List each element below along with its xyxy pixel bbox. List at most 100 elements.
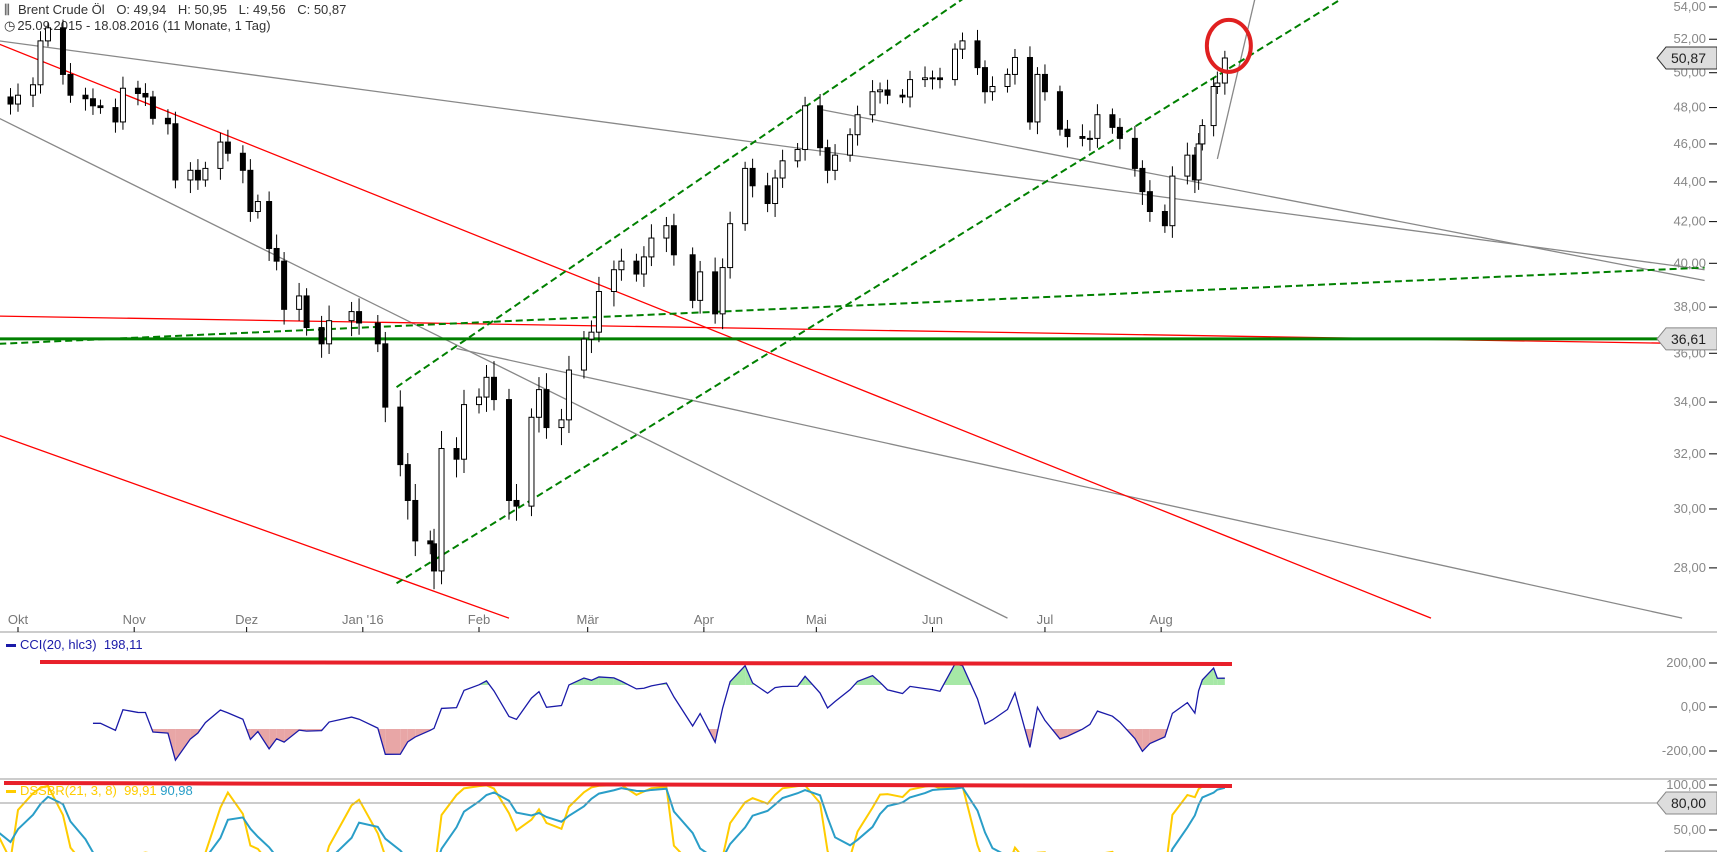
candle-body xyxy=(224,141,231,154)
candle-body xyxy=(202,167,209,181)
candle xyxy=(618,248,625,281)
candle xyxy=(1041,64,1048,101)
candle xyxy=(779,149,786,188)
candle-body xyxy=(67,73,74,96)
candles xyxy=(7,19,1228,590)
candle xyxy=(247,159,254,222)
candle xyxy=(535,377,542,433)
candle xyxy=(412,484,419,557)
candle xyxy=(266,191,273,261)
candle-body xyxy=(217,141,224,169)
candle xyxy=(112,98,119,133)
candle-body xyxy=(1079,136,1086,139)
candle-body xyxy=(318,327,325,345)
candlestick-chart-icon: ⫼ xyxy=(4,2,10,17)
candle-body xyxy=(877,89,884,93)
candle xyxy=(884,79,891,105)
cci-zone-fill xyxy=(400,729,408,755)
dssbr-signal-line xyxy=(0,786,1226,852)
candle-body xyxy=(142,92,149,98)
cci-axis-tick-label: 0,00 xyxy=(1681,699,1706,714)
candle xyxy=(1214,71,1221,94)
candle-body xyxy=(1056,91,1063,130)
candle xyxy=(1026,46,1033,130)
candle xyxy=(802,96,809,161)
candle xyxy=(15,83,21,112)
candle xyxy=(37,31,44,94)
dssbr-value-1: 99,91 xyxy=(124,783,157,798)
candle-body xyxy=(281,260,288,310)
candle-body xyxy=(952,48,958,81)
candle xyxy=(476,388,483,414)
candle-body xyxy=(1109,114,1116,128)
time-axis-label: Mai xyxy=(806,612,827,627)
candle-body xyxy=(273,247,280,262)
candle-body xyxy=(164,117,171,125)
candle-body xyxy=(266,201,273,249)
candle xyxy=(922,66,929,88)
candle xyxy=(1079,124,1086,147)
candle-body xyxy=(1041,73,1048,93)
candle-body xyxy=(832,154,839,171)
candle xyxy=(7,88,14,115)
time-axis-label: Dez xyxy=(235,612,258,627)
candle xyxy=(202,161,209,187)
candle-body xyxy=(989,85,996,93)
cci-axis-tick-label: 200,00 xyxy=(1666,655,1706,670)
candle-body xyxy=(749,167,756,187)
candle-body xyxy=(149,96,156,119)
candle-body xyxy=(1195,143,1202,181)
candle xyxy=(490,361,497,411)
candle xyxy=(172,111,179,189)
cci-zone-fill xyxy=(190,729,198,739)
candle xyxy=(877,82,884,104)
candle xyxy=(1094,104,1101,148)
candle-body xyxy=(82,94,89,100)
cci-line xyxy=(92,663,1225,762)
candle-body xyxy=(1131,137,1138,169)
candle xyxy=(397,390,404,477)
candle xyxy=(1004,68,1011,93)
dssbr-name: DSSBR(21, 3, 8) xyxy=(20,783,117,798)
candle-body xyxy=(427,540,434,545)
price-axis-tick-label: 44,00 xyxy=(1673,174,1706,189)
candle-body xyxy=(618,260,625,271)
high-value: H: 50,95 xyxy=(177,2,227,17)
candle-body xyxy=(461,404,468,460)
candle xyxy=(1086,130,1093,151)
candle-body xyxy=(490,376,497,401)
cci-legend[interactable]: CCI(20, hlc3) 198,11 xyxy=(6,637,143,652)
candle-body xyxy=(663,225,670,239)
candle-body xyxy=(869,91,876,116)
candle xyxy=(697,260,704,314)
candle xyxy=(427,530,434,555)
candle-body xyxy=(404,464,411,501)
candle xyxy=(543,373,550,439)
candle-body xyxy=(937,77,944,81)
candle-body xyxy=(847,134,854,156)
candle-body xyxy=(1094,114,1101,139)
dssbr-legend[interactable]: DSSBR(21, 3, 8) 99,91 90,98 xyxy=(6,783,193,798)
candle-body xyxy=(303,295,310,329)
candle xyxy=(588,320,595,354)
candle-body xyxy=(7,96,14,105)
candle-body xyxy=(476,396,483,406)
candle-body xyxy=(697,271,704,301)
dssbr-value-2: 90,98 xyxy=(160,783,193,798)
candle-body xyxy=(712,271,719,315)
candle-body xyxy=(134,87,141,94)
time-axis-label: Mär xyxy=(577,612,600,627)
candle-body xyxy=(37,40,44,86)
candle xyxy=(794,143,801,168)
cci-zone-fill xyxy=(857,675,873,685)
candle xyxy=(1199,119,1206,151)
candle-body xyxy=(802,105,809,151)
candle xyxy=(374,314,381,353)
candle-body xyxy=(981,67,988,93)
trendline xyxy=(395,0,963,388)
candle-body xyxy=(929,77,936,80)
cci-zone-fill xyxy=(1217,678,1225,685)
candle xyxy=(164,109,171,135)
cci-name: CCI(20, hlc3) xyxy=(20,637,97,652)
